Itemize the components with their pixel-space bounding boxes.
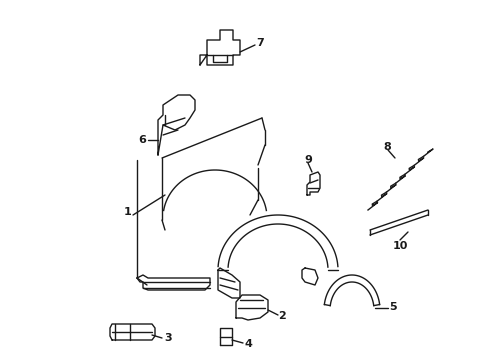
Text: 5: 5 <box>389 302 397 312</box>
Text: 2: 2 <box>278 311 286 321</box>
Text: 4: 4 <box>244 339 252 349</box>
Text: 8: 8 <box>383 142 391 152</box>
Text: 1: 1 <box>124 207 132 217</box>
Text: 6: 6 <box>138 135 146 145</box>
Text: 7: 7 <box>256 38 264 48</box>
Text: 9: 9 <box>304 155 312 165</box>
Text: 3: 3 <box>164 333 172 343</box>
Text: 10: 10 <box>392 241 408 251</box>
